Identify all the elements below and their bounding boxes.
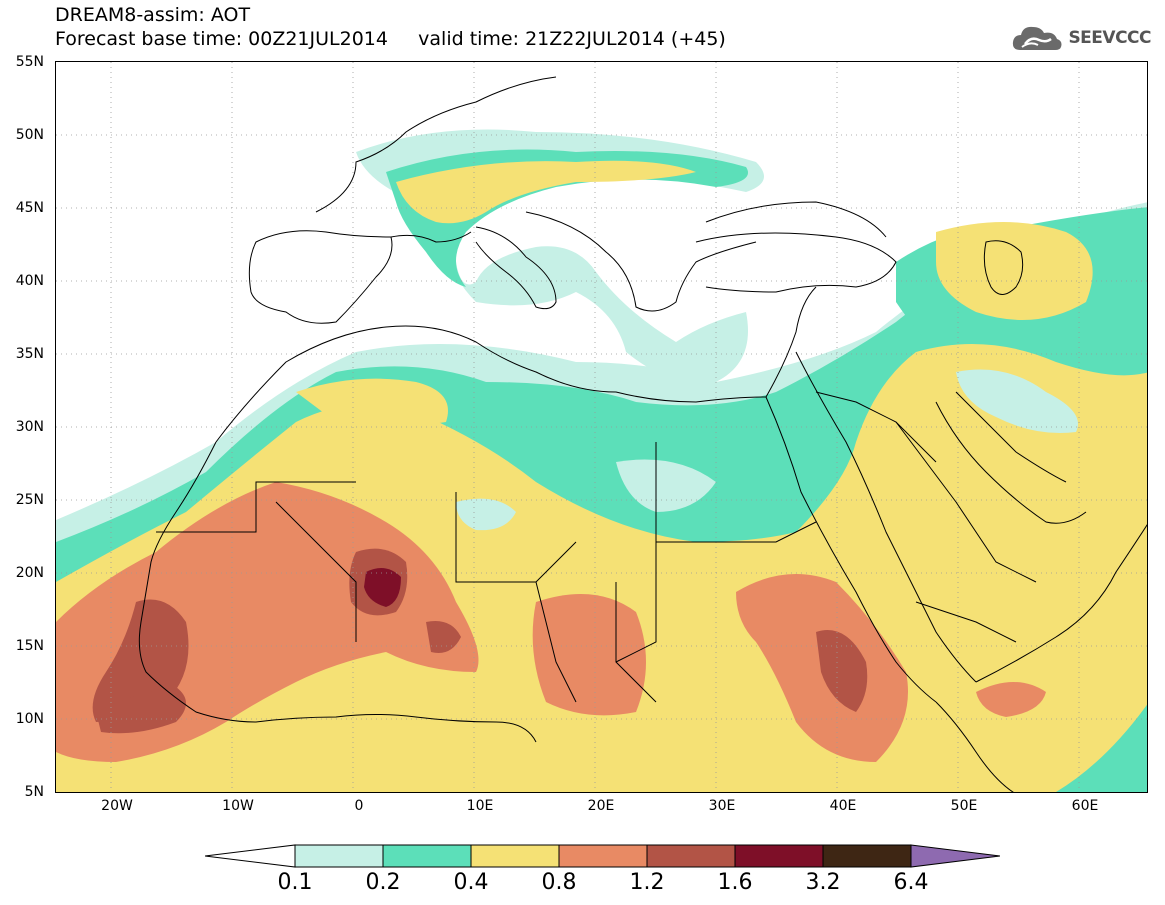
lat-label-45n: 45N [15,200,44,216]
colorbar-label-1.6: 1.6 [717,870,753,895]
aot-colorbar [205,844,1000,868]
lat-label-50n: 50N [15,127,44,143]
coastlines [138,76,1147,792]
colorbar-label-1.2: 1.2 [629,870,665,895]
seevccc-logo: SEEVCCC [1010,22,1151,54]
colorbar-swatch-3.2-6.4 [822,844,912,868]
logo-text: SEEVCCC [1068,28,1151,48]
lon-label-60e: 60E [1071,798,1099,814]
colorbar-label-6.4: 6.4 [893,870,929,895]
colorbar-label-0.8: 0.8 [541,870,577,895]
colorbar-over-triangle [910,844,1000,868]
aot-field [56,62,1147,792]
colorbar-swatch-0.1-0.2 [294,844,384,868]
lon-label-10e: 10E [466,798,494,814]
lat-label-10n: 10N [15,711,44,727]
colorbar-under-triangle [205,844,296,868]
colorbar-swatch-0.4-0.8 [470,844,560,868]
colorbar-swatch-1.2-1.6 [646,844,736,868]
graticule [56,62,1147,792]
lon-label-30e: 30E [708,798,736,814]
colorbar-label-0.4: 0.4 [453,870,489,895]
colorbar-label-3.2: 3.2 [805,870,841,895]
lat-label-35n: 35N [15,346,44,362]
cloud-icon [1013,26,1062,50]
colorbar-swatch-1.6-3.2 [734,844,824,868]
lat-label-55n: 55N [15,54,44,70]
lat-label-15n: 15N [15,638,44,654]
lon-label-20w: 20W [101,798,133,814]
colorbar-swatch-0.8-1.2 [558,844,648,868]
lat-label-30n: 30N [15,419,44,435]
colorbar-swatch-0.2-0.4 [382,844,472,868]
lon-label-10w: 10W [222,798,254,814]
lon-label-20e: 20E [587,798,615,814]
aot-map [55,61,1148,793]
forecast-time-line: Forecast base time: 00Z21JUL2014 valid t… [55,28,726,50]
lat-label-5n: 5N [24,784,44,800]
map-title: DREAM8-assim: AOT [55,4,251,26]
lat-label-25n: 25N [15,492,44,508]
lon-label-40e: 40E [829,798,857,814]
lat-label-40n: 40N [15,273,44,289]
lon-label-0: 0 [354,798,364,814]
colorbar-label-0.2: 0.2 [365,870,401,895]
colorbar-label-0.1: 0.1 [277,870,313,895]
lon-label-50e: 50E [950,798,978,814]
lat-label-20n: 20N [15,565,44,581]
